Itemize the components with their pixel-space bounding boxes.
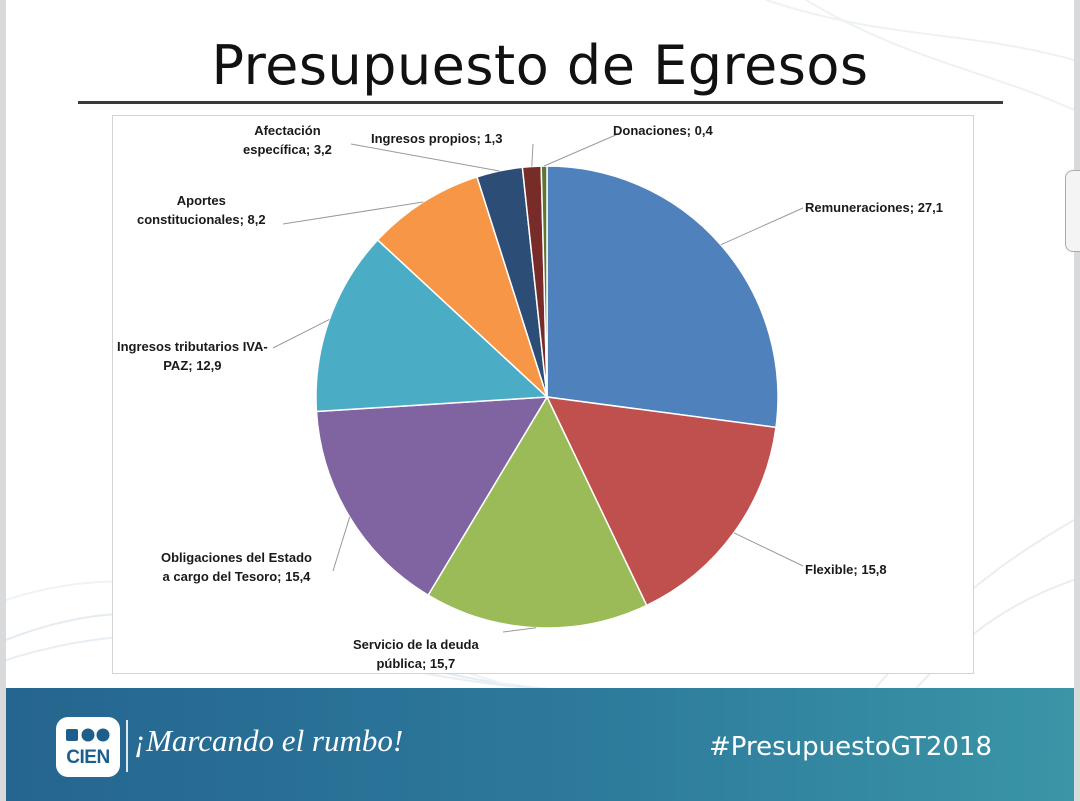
label-servicio-deuda: Servicio de la deuda pública; 15,7 bbox=[353, 637, 479, 671]
label-aportes-constitucionales: Aportes constitucionales; 8,2 bbox=[137, 193, 266, 227]
slogan: ¡Marcando el rumbo! bbox=[134, 723, 404, 758]
label-remuneraciones: Remuneraciones; 27,1 bbox=[805, 200, 944, 215]
logo-text: CIEN bbox=[66, 747, 110, 768]
leader-line-7 bbox=[531, 143, 534, 167]
title-underline bbox=[78, 101, 1003, 104]
pie-slice-4 bbox=[315, 238, 549, 413]
pie-slice-0 bbox=[546, 165, 779, 429]
hashtag: #PresupuestoGT2018 bbox=[708, 732, 992, 762]
leader-line-3 bbox=[332, 516, 351, 572]
leader-line-4 bbox=[272, 318, 330, 349]
slogan-divider bbox=[126, 720, 128, 772]
label-afectacion-especifica: Afectación específica; 3,2 bbox=[243, 123, 332, 157]
slide: Presupuesto de Egresos Remuneraciones; 2… bbox=[6, 0, 1074, 801]
label-donaciones: Donaciones; 0,4 bbox=[613, 123, 713, 138]
leader-line-5 bbox=[282, 201, 424, 225]
leader-line-6 bbox=[350, 143, 500, 172]
leader-line-0 bbox=[720, 207, 804, 246]
leader-line-8 bbox=[543, 133, 619, 167]
pie-slice-5 bbox=[376, 175, 549, 400]
side-scroll-tab[interactable] bbox=[1065, 170, 1080, 252]
slide-title: Presupuesto de Egresos bbox=[211, 34, 869, 97]
label-obligaciones-estado: Obligaciones del Estado a cargo del Teso… bbox=[161, 550, 312, 584]
leader-line-2 bbox=[502, 627, 537, 633]
label-ingresos-propios: Ingresos propios; 1,3 bbox=[371, 131, 503, 146]
pie-chart-canvas bbox=[272, 133, 804, 633]
logo-dots-icon bbox=[66, 728, 110, 742]
cien-logo: CIEN bbox=[56, 717, 120, 777]
pie-slice-8 bbox=[540, 165, 548, 398]
pie-slice-1 bbox=[545, 396, 777, 607]
footer-banner: CIEN ¡Marcando el rumbo! #PresupuestoGT2… bbox=[6, 688, 1074, 801]
label-flexible: Flexible; 15,8 bbox=[805, 562, 887, 577]
pie-chart: Remuneraciones; 27,1 Flexible; 15,8 Serv… bbox=[112, 115, 974, 674]
leader-line-1 bbox=[733, 532, 804, 567]
label-ingresos-tributarios: Ingresos tributarios IVA- PAZ; 12,9 bbox=[117, 339, 268, 373]
